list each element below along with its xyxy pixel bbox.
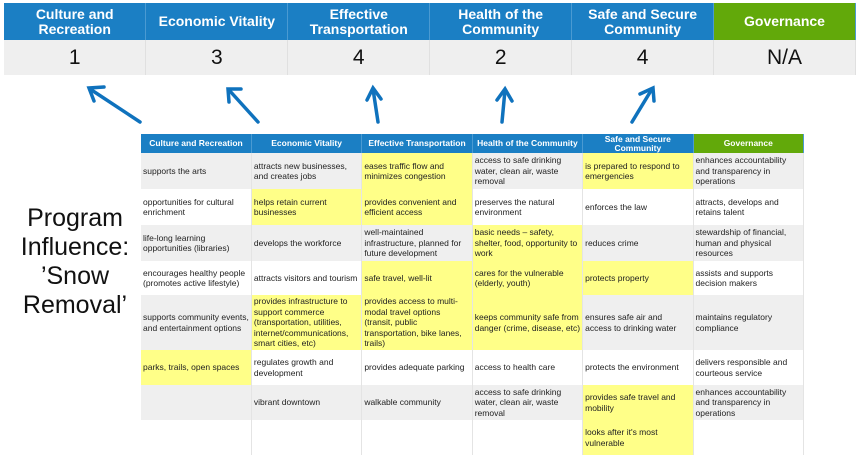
grid-cell-highlighted: looks after it's most vulnerable [582,420,694,455]
arrow-icon [88,87,142,124]
grid-cell: enforces the law [582,189,694,225]
summary-header: Effective Transportation [287,3,431,40]
summary-value: 3 [145,40,289,75]
grid-row: vibrant downtown walkable community access… [141,385,805,420]
grid-row: supports community events, and entertain… [141,295,805,350]
grid-row: life-long learning opportunities (librar… [141,225,805,261]
grid-row: supports the arts attracts new businesses… [141,153,805,189]
title-line: Removal’ [22,291,128,319]
grid-cell-highlighted: protects property [582,261,694,295]
grid-cell: access to safe drinking water, clean air… [472,385,584,420]
summary-value: 2 [429,40,573,75]
grid-cell: delivers responsible and courteous servi… [693,350,805,385]
title-line: Influence: [20,233,130,261]
grid-cell [141,420,252,455]
grid-cell: well-maintained infrastructure, planned … [361,225,473,261]
grid-cell: stewardship of financial, human and phys… [693,225,805,261]
grid-header: Safe and Secure Community [582,134,694,153]
grid-cell: develops the workforce [251,225,363,261]
grid-cell: opportunities for cultural enrichment [141,189,252,225]
title-line: Program [27,204,123,232]
summary-header: Economic Vitality [145,3,289,40]
grid-cell: protects the environment [582,350,694,385]
grid-cell: access to health care [472,350,584,385]
grid-cell: attracts new businesses, and creates job… [251,153,363,189]
grid-header: Culture and Recreation [141,134,252,153]
grid-cell [141,385,252,420]
arrow-icon [227,88,260,124]
grid-row: encourages healthy people (promotes acti… [141,261,805,295]
grid-cell-highlighted: cares for the vulnerable (elderly, youth… [472,261,584,295]
grid-header: Effective Transportation [361,134,473,153]
summary-value: 4 [287,40,431,75]
grid-cell: assists and supports decision makers [693,261,805,295]
grid-cell: enhances accountability and transparency… [693,153,805,189]
grid-cell: access to safe drinking water, clean air… [472,153,584,189]
grid-row: opportunities for cultural enrichment hel… [141,189,805,225]
summary-value: 4 [571,40,715,75]
arrow-icon [630,87,654,124]
grid-cell-highlighted: keeps community safe from danger (crime,… [472,295,584,350]
grid-cell: life-long learning opportunities (librar… [141,225,252,261]
arrow-icon [371,87,380,124]
grid-cell-highlighted: eases traffic flow and minimizes congest… [361,153,473,189]
grid-cell-highlighted: safe travel, well-lit [361,261,473,295]
grid-cell [251,420,363,455]
grid-cell: regulates growth and development [251,350,363,385]
summary-header: Safe and Secure Community [571,3,715,40]
arrow-head-icon [226,87,243,104]
grid-cell: supports community events, and entertain… [141,295,252,350]
grid-cell: reduces crime [582,225,694,261]
grid-header: Economic Vitality [251,134,363,153]
grid-cell [693,420,805,455]
grid-cell-highlighted: basic needs – safety, shelter, food, opp… [472,225,584,261]
arrow-head-icon [495,85,514,103]
grid-cell-highlighted: provides convenient and efficient access [361,189,473,225]
criteria-grid: Culture and Recreation Economic Vitality E… [141,134,805,455]
summary-value: N/A [713,40,856,75]
grid-cell-highlighted: is prepared to respond to emergencies [582,153,694,189]
summary-header: Governance [713,3,856,40]
summary-header: Culture and Recreation [4,3,147,40]
summary-header: Health of the Community [429,3,573,40]
grid-cell-highlighted: helps retain current businesses [251,189,363,225]
grid-cell [472,420,584,455]
grid-cell-highlighted: provides infrastructure to support comme… [251,295,363,350]
arrow-head-icon [638,85,656,103]
grid-row: looks after it's most vulnerable [141,420,805,455]
arrow-head-icon [86,85,106,103]
arrow-head-icon [365,84,383,102]
grid-cell-highlighted: provides safe travel and mobility [582,385,694,420]
arrow-icon [500,88,507,124]
grid-cell: enhances accountability and transparency… [693,385,805,420]
program-influence-title: Program Influence: ’Snow Removal’ [0,204,150,320]
grid-cell-highlighted: provides access to multi-modal travel op… [361,295,473,350]
grid-cell: ensures safe air and access to drinking … [582,295,694,350]
grid-cell: vibrant downtown [251,385,363,420]
summary-value: 1 [4,40,147,75]
grid-cell: encourages healthy people (promotes acti… [141,261,252,295]
title-line: ’Snow [40,262,110,290]
grid-cell: maintains regulatory compliance [693,295,805,350]
arrows [86,84,656,124]
grid-header: Governance [693,134,805,153]
grid-cell: supports the arts [141,153,252,189]
grid-cell: attracts visitors and tourism [251,261,363,295]
grid-cell: preserves the natural environment [472,189,584,225]
grid-header: Health of the Community [472,134,584,153]
grid-cell: walkable community [361,385,473,420]
grid-cell-highlighted: parks, trails, open spaces [141,350,252,385]
grid-cell: attracts, develops and retains talent [693,189,805,225]
influence-summary-table: Culture and Recreation Economic Vitality… [4,3,856,75]
grid-cell [361,420,473,455]
grid-row: parks, trails, open spaces regulates grow… [141,350,805,385]
grid-cell: provides adequate parking [361,350,473,385]
